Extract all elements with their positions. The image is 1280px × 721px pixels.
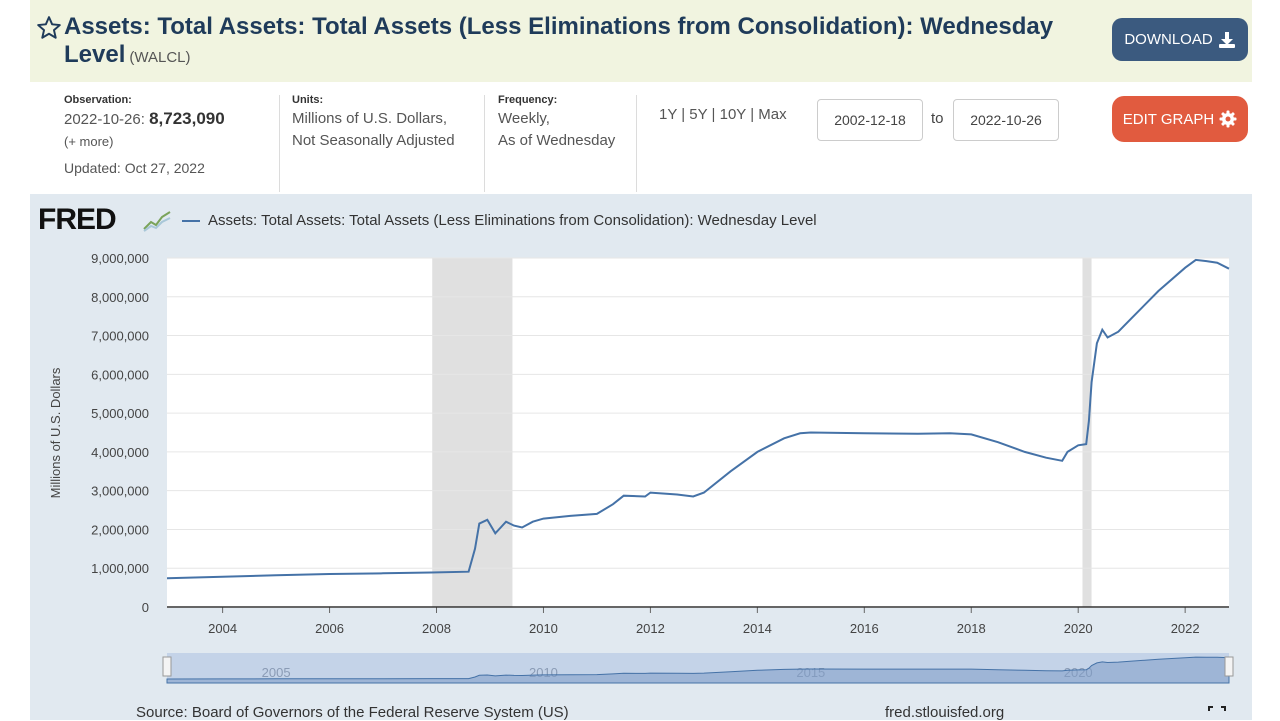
gear-icon (1219, 110, 1237, 128)
x-tick-label: 2004 (208, 621, 237, 636)
fullscreen-icon[interactable] (1208, 706, 1226, 720)
plot-area (167, 258, 1229, 608)
download-icon (1218, 31, 1235, 48)
y-tick-label: 2,000,000 (91, 522, 149, 537)
updated-date: Updated: Oct 27, 2022 (64, 160, 205, 176)
observation-label: Observation: (64, 94, 132, 106)
units-label: Units: (292, 94, 324, 106)
x-tick-label: 2018 (957, 621, 986, 636)
y-tick-label: 8,000,000 (91, 290, 149, 305)
start-date-input[interactable] (817, 99, 923, 141)
x-tick-label: 2012 (636, 621, 665, 636)
y-tick-label: 6,000,000 (91, 367, 149, 382)
frequency-value-1: Weekly, (498, 110, 550, 127)
legend-label: Assets: Total Assets: Total Assets (Less… (208, 212, 817, 229)
fred-url-link[interactable]: fred.stlouisfed.org (885, 704, 1005, 721)
x-tick-label: 2016 (850, 621, 879, 636)
title-text: Assets: Total Assets: Total Assets (Less… (64, 13, 1054, 68)
y-axis-label: Millions of U.S. Dollars (48, 367, 63, 498)
x-tick-label: 2008 (422, 621, 451, 636)
x-tick-label: 2022 (1171, 621, 1200, 636)
page-title: Assets: Total Assets: Total Assets (Less… (64, 13, 1064, 72)
edit-graph-label: EDIT GRAPH (1122, 110, 1215, 128)
star-icon[interactable] (36, 15, 62, 41)
frequency-panel: Frequency: Weekly, As of Wednesday (498, 92, 615, 152)
divider (484, 95, 485, 192)
navigator-right-handle[interactable] (1224, 656, 1234, 677)
y-tick-label: 1,000,000 (91, 561, 149, 576)
observation-value: 8,723,090 (149, 109, 225, 128)
y-tick-label: 3,000,000 (91, 484, 149, 499)
y-tick-label: 5,000,000 (91, 406, 149, 421)
y-tick-label: 9,000,000 (91, 251, 149, 266)
edit-graph-button[interactable]: EDIT GRAPH (1112, 96, 1248, 142)
navigator-left-handle[interactable] (162, 656, 172, 677)
download-button[interactable]: DOWNLOAD (1112, 18, 1248, 61)
graph-logo-icon (142, 207, 172, 233)
fred-logo: FRED (38, 203, 117, 236)
more-observations-link[interactable]: (+ more) (64, 134, 114, 149)
units-value-1: Millions of U.S. Dollars, (292, 110, 448, 127)
source-text: Source: Board of Governors of the Federa… (136, 704, 569, 721)
download-label: DOWNLOAD (1124, 31, 1213, 48)
y-tick-label: 0 (142, 600, 149, 615)
navigator-area (166, 656, 1230, 684)
y-tick-label: 4,000,000 (91, 445, 149, 460)
chart-legend: Assets: Total Assets: Total Assets (Less… (182, 212, 817, 229)
x-tick-label: 2020 (1064, 621, 1093, 636)
frequency-value-2: As of Wednesday (498, 132, 616, 149)
y-tick-label: 7,000,000 (91, 329, 149, 344)
navigator-label: 2005 (262, 665, 291, 680)
divider (279, 95, 280, 192)
units-value-2: Not Seasonally Adjusted (292, 132, 455, 149)
frequency-label: Frequency: (498, 94, 558, 106)
date-to-label: to (931, 110, 944, 127)
x-tick-label: 2006 (315, 621, 344, 636)
recession-band (432, 258, 513, 607)
end-date-input[interactable] (953, 99, 1059, 141)
legend-swatch (182, 219, 200, 222)
range-links[interactable]: 1Y | 5Y | 10Y | Max (659, 106, 787, 123)
units-panel: Units: Millions of U.S. Dollars, Not Sea… (292, 92, 455, 152)
series-header (30, 0, 1252, 82)
x-tick-label: 2010 (529, 621, 558, 636)
divider (636, 95, 637, 192)
observation-panel: Observation: 2022-10-26: 8,723,090 (+ mo… (64, 92, 225, 179)
series-id: (WALCL) (129, 49, 191, 66)
series-line (166, 258, 1230, 580)
observation-date: 2022-10-26: (64, 111, 145, 128)
x-tick-label: 2014 (743, 621, 772, 636)
